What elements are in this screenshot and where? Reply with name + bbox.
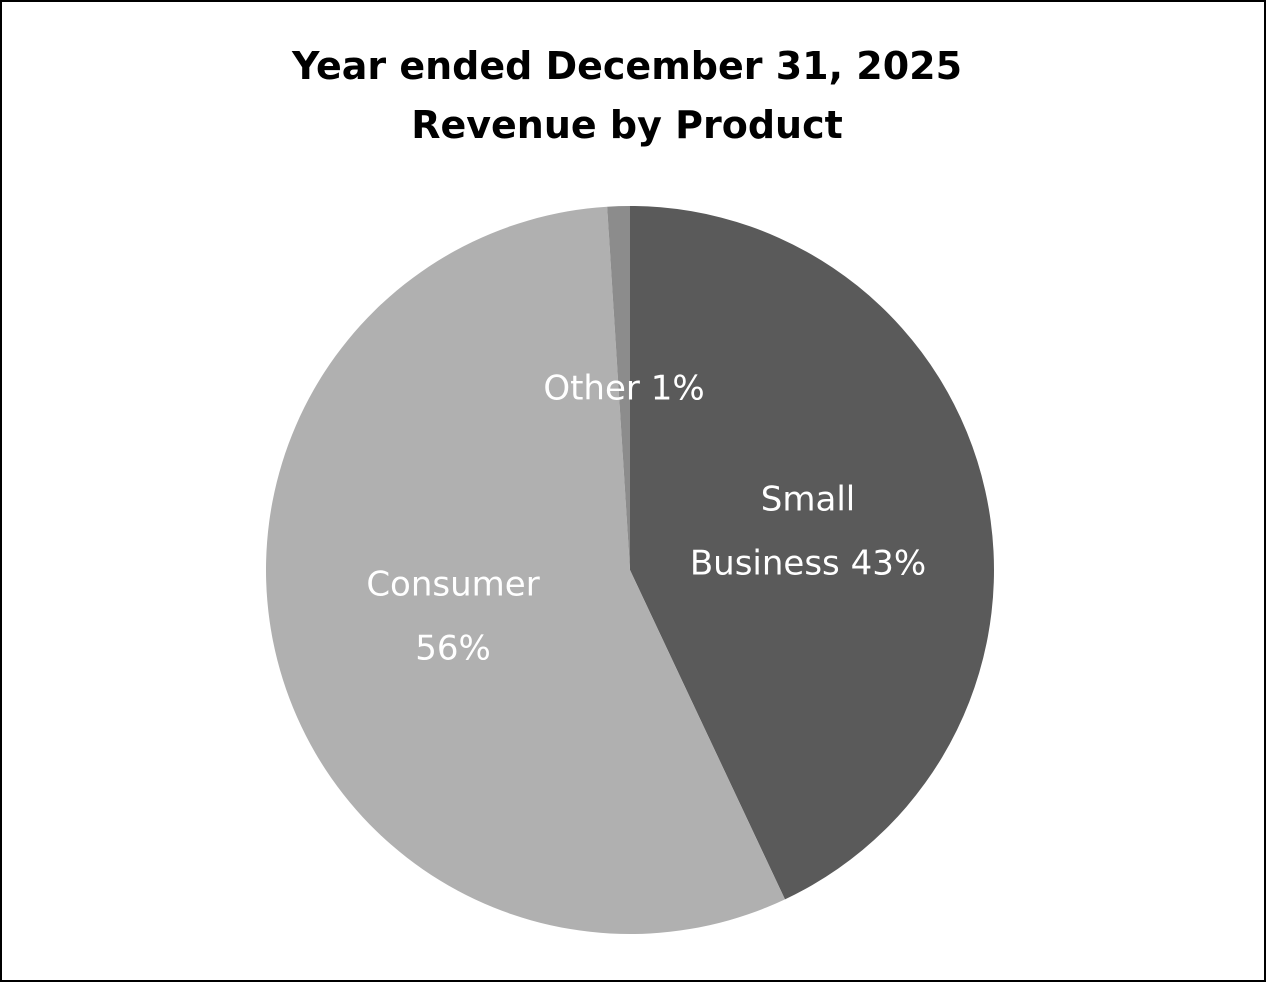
pie-slice-other: [607, 206, 630, 570]
pie-slice-consumer: [266, 206, 785, 934]
pie-slice-small: [630, 206, 994, 900]
slice-label-value: Business 43%: [690, 544, 926, 584]
slice-label: Consumer: [366, 565, 539, 605]
slice-label: Small: [761, 480, 855, 520]
chart-title-line-1: Year ended December 31, 2025: [291, 44, 963, 88]
slice-label-value: 56%: [415, 629, 491, 669]
chart-title-line-2: Revenue by Product: [411, 103, 843, 147]
slice-label: Other 1%: [543, 369, 704, 409]
